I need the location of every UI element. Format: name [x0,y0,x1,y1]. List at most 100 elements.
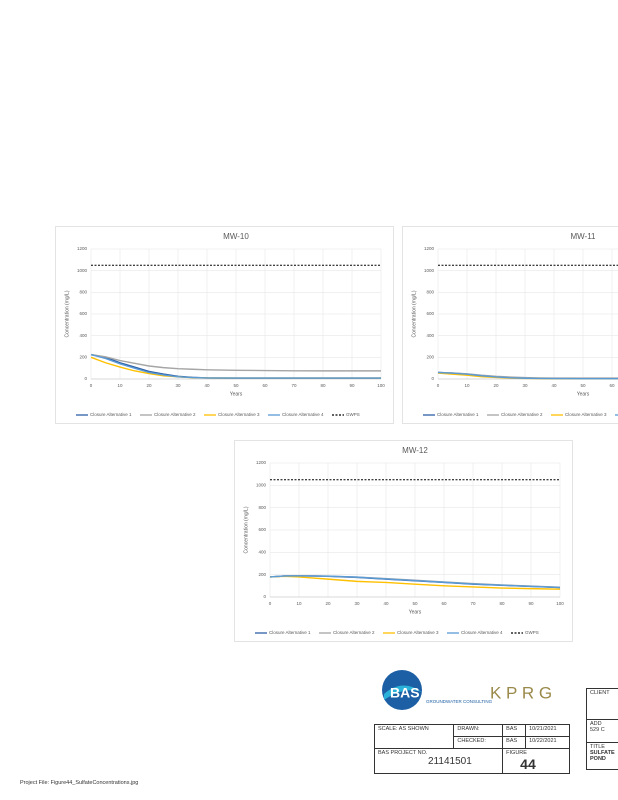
x-tick-label: 30 [354,601,360,606]
series-line [90,353,381,372]
y-tick-label: 1000 [256,483,267,488]
legend-label: Closure Alternative 3 [218,412,260,417]
x-tick-label: 10 [464,383,470,388]
x-tick-label: 40 [551,383,557,388]
label: TITLE [590,744,605,750]
y-tick-label: 0 [263,594,266,599]
legend-label: Closure Alternative 3 [397,630,439,635]
x-tick-label: 30 [522,383,528,388]
y-tick-label: 200 [426,355,434,360]
x-tick-label: 90 [349,383,355,388]
x-tick-label: 0 [437,383,440,388]
x-tick-label: 60 [262,383,268,388]
legend-label: Closure Alternative 1 [90,412,132,417]
legend-label: Closure Alternative 2 [501,412,543,417]
label: ADD [590,721,602,727]
title: TITLE SULFATE POND [586,742,618,770]
figure: FIGURE 44 [502,748,570,774]
series-line [90,353,381,379]
x-tick-label: 20 [325,601,331,606]
chart-panel: MW-10 0 200 400 600 800 1000 1200 0 10 20 30 40 50 60 7… [55,226,394,424]
x-tick-label: 70 [291,383,297,388]
legend-label: Closure Alternative 2 [333,630,375,635]
y-tick-label: 400 [258,550,266,555]
partner-logo: K P R G [490,683,552,702]
y-axis-label: Concentration (mg/L) [64,290,70,337]
x-tick-label: 50 [580,383,586,388]
x-tick-label: 0 [269,601,272,606]
legend-label: Closure Alternative 2 [154,412,196,417]
value: SULFATE [590,750,615,756]
x-tick-label: 30 [175,383,181,388]
y-tick-label: 1000 [424,268,435,273]
x-tick-label: 0 [90,383,93,388]
x-tick-label: 80 [499,601,505,606]
legend-label: Closure Alternative 1 [269,630,311,635]
address: ADD 529 C [586,719,618,743]
chart-title: MW-10 [223,232,249,241]
footer: Project File: Figure44_SulfateConcentrat… [20,780,139,786]
legend-label: Closure Alternative 1 [437,412,479,417]
x-tick-label: 40 [204,383,210,388]
y-tick-label: 0 [84,376,87,381]
x-tick-label: 50 [233,383,239,388]
x-tick-label: 70 [470,601,476,606]
logos: BAS GROUNDWATER CONSULTING K P R G [382,670,552,710]
label: FIGURE [506,750,527,756]
title-block: SCALE: AS SHOWN DRAWN: BAS 10/21/2021 CH… [373,724,570,774]
logo-text: BAS [390,685,420,701]
x-axis-label: Years [230,391,243,397]
x-axis-label: Years [409,609,422,615]
project: BAS PROJECT NO. 21141501 [373,748,504,774]
value: 529 C [590,727,605,733]
logo-tagline: GROUNDWATER CONSULTING [426,699,493,704]
y-tick-label: 800 [258,505,266,510]
chart: MW-1102004006008001000120001020304050607… [411,232,618,417]
y-tick-label: 1200 [77,246,88,251]
legend-label: Closure Alternative 4 [282,412,324,417]
chart-panel: MW-12 0 200 400 600 800 1000 1200 0 10 20 30 40 50 60 7… [234,440,573,642]
scale: SCALE: AS SHOWN [373,724,455,749]
x-tick-label: 100 [377,383,385,388]
chart: MW-12 0 200 400 600 800 1000 1200 0 10 20 30 40 50 60 7… [243,446,564,635]
y-axis-label: Concentration (mg/L) [243,506,249,553]
series-line [269,575,561,589]
x-axis-label: Years [577,391,590,397]
y-tick-label: 600 [258,527,266,532]
x-tick-label: 80 [320,383,326,388]
y-tick-label: 400 [426,333,434,338]
y-tick-label: 800 [79,290,87,295]
series-line [437,371,618,380]
y-axis-label: Concentration (mg/L) [411,290,417,337]
legend-label: GWPS [525,630,539,635]
x-tick-label: 100 [556,601,564,606]
chart-title: MW-11 [570,232,596,241]
legend-label: GWPS [346,412,360,417]
value: BAS [502,724,527,737]
label: CHECKED: [453,736,504,749]
x-tick-label: 10 [117,383,123,388]
chart-panel: MW-1102004006008001000120001020304050607… [402,226,618,424]
y-tick-label: 1000 [77,268,88,273]
x-tick-label: 60 [441,601,447,606]
y-tick-label: 200 [258,572,266,577]
x-tick-label: 50 [412,601,418,606]
x-tick-label: 20 [146,383,152,388]
y-tick-label: 800 [426,290,434,295]
x-tick-label: 90 [528,601,534,606]
label: DRAWN: [453,724,504,737]
x-tick-label: 20 [493,383,499,388]
label: BAS PROJECT NO. [378,750,428,756]
x-tick-label: 40 [383,601,389,606]
legend-label: Closure Alternative 4 [461,630,503,635]
value: POND [590,756,606,762]
y-tick-label: 400 [79,333,87,338]
x-tick-label: 60 [609,383,615,388]
y-tick-label: 200 [79,355,87,360]
x-tick-label: 10 [296,601,302,606]
y-tick-label: 600 [426,311,434,316]
chart-title: MW-12 [402,446,428,455]
value: 10/22/2021 [525,736,570,749]
y-tick-label: 1200 [256,460,267,465]
